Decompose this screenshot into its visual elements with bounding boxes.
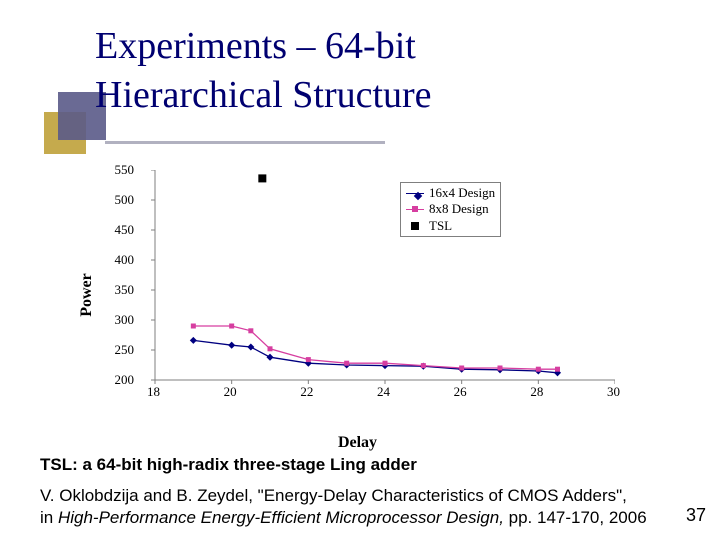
legend-marker-icon	[406, 193, 424, 194]
caption-2b-italic: High-Performance Energy-Efficient Microp…	[58, 508, 504, 527]
chart-plot	[115, 170, 615, 385]
x-tick: 24	[377, 384, 390, 400]
y-tick: 200	[104, 372, 134, 388]
x-tick: 22	[300, 384, 313, 400]
caption-line-1: TSL: a 64-bit high-radix three-stage Lin…	[40, 455, 680, 475]
legend-label: TSL	[429, 218, 452, 234]
slide-number: 37	[686, 505, 706, 526]
y-tick: 500	[104, 192, 134, 208]
y-tick: 400	[104, 252, 134, 268]
x-tick: 28	[530, 384, 543, 400]
title-line-2: Hierarchical Structure	[95, 71, 432, 120]
x-axis-label: Delay	[338, 434, 377, 452]
y-axis-label: Power	[78, 273, 96, 317]
y-tick: 300	[104, 312, 134, 328]
y-tick: 350	[104, 282, 134, 298]
x-tick: 30	[607, 384, 620, 400]
y-tick: 250	[104, 342, 134, 358]
legend-label: 8x8 Design	[429, 201, 489, 217]
chart-legend: 16x4 Design8x8 DesignTSL	[400, 182, 501, 237]
legend-item: 8x8 Design	[406, 201, 495, 217]
x-tick: 18	[147, 384, 160, 400]
caption-line-2: V. Oklobdzija and B. Zeydel, "Energy-Del…	[40, 485, 680, 529]
legend-item: 16x4 Design	[406, 185, 495, 201]
y-tick: 450	[104, 222, 134, 238]
slide-title: Experiments – 64-bit Hierarchical Struct…	[95, 22, 432, 119]
x-tick: 20	[224, 384, 237, 400]
caption-2b-pre: in	[40, 508, 58, 527]
caption-2a: V. Oklobdzija and B. Zeydel, "Energy-Del…	[40, 486, 627, 505]
title-line-1: Experiments – 64-bit	[95, 22, 432, 71]
legend-marker-icon	[406, 209, 424, 210]
decor-shadow	[105, 141, 385, 144]
caption-2b-post: pp. 147-170, 2006	[504, 508, 647, 527]
legend-item: TSL	[406, 218, 495, 234]
y-tick: 550	[104, 162, 134, 178]
legend-marker-icon	[406, 225, 424, 226]
chart: Power Delay 200250300350400450500550 182…	[115, 170, 600, 420]
legend-label: 16x4 Design	[429, 185, 495, 201]
x-tick: 26	[454, 384, 467, 400]
